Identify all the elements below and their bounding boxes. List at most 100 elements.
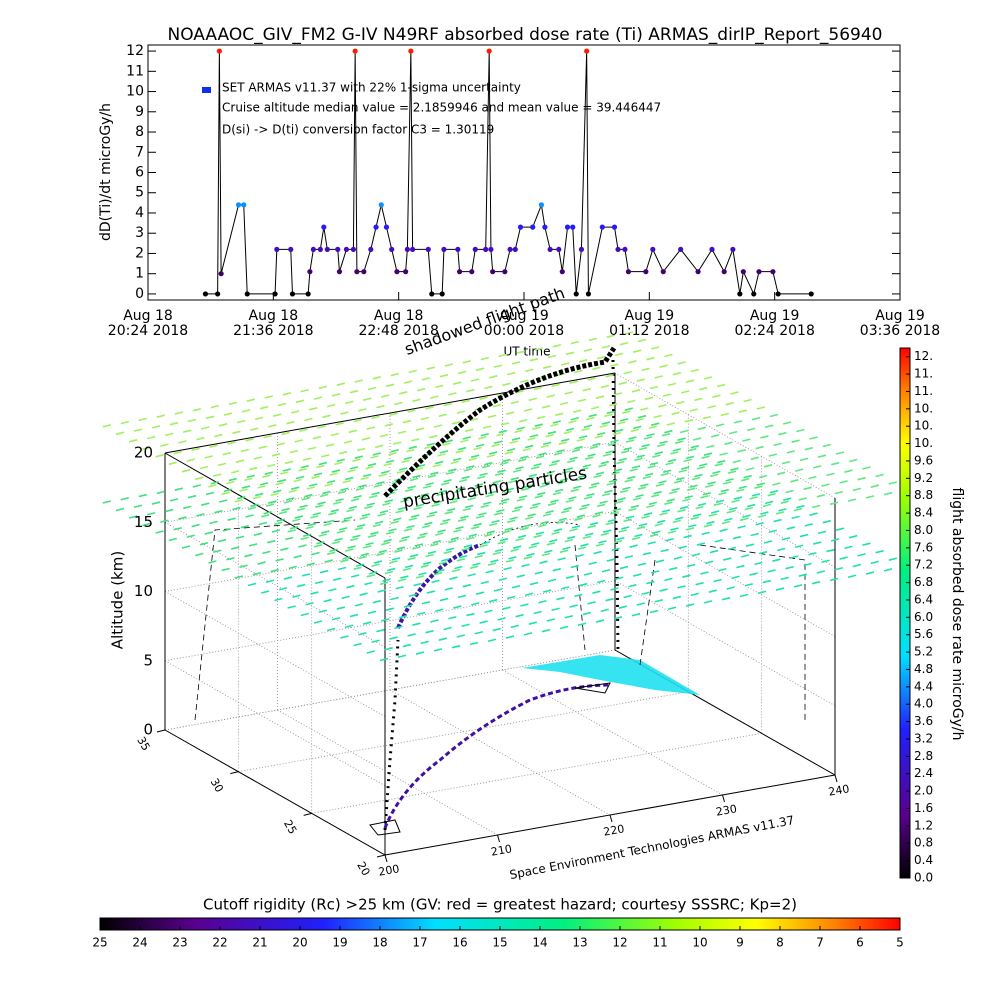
y-tick-label: 0: [135, 286, 144, 302]
colorbar-tick-label: 6.4: [914, 592, 933, 606]
particle-arrow: [389, 412, 398, 416]
particle-arrow: [586, 492, 595, 497]
particle-arrow: [835, 527, 845, 531]
particle-arrow: [414, 467, 423, 471]
particle-arrow: [247, 506, 257, 511]
particle-arrow: [353, 642, 362, 647]
particle-arrow: [420, 416, 429, 421]
particle-arrow: [703, 376, 713, 380]
particle-arrow: [852, 487, 861, 492]
particle-arrow: [601, 492, 611, 497]
y-tick-label: 9: [135, 104, 144, 120]
particle-arrow: [303, 457, 312, 461]
particle-arrow: [493, 440, 503, 445]
data-point: [439, 291, 445, 297]
x-tick-label: 200: [377, 862, 400, 878]
particle-arrow: [465, 504, 474, 509]
particle-arrow: [495, 548, 504, 553]
particle-arrow: [561, 509, 570, 514]
grid-line: [502, 669, 723, 796]
particle-arrow: [628, 583, 637, 588]
particle-arrow: [313, 620, 323, 624]
particle-arrow: [709, 473, 719, 478]
particle-arrow: [593, 474, 602, 479]
data-point: [469, 269, 475, 275]
y-tick-label: 5: [135, 185, 144, 201]
particle-arrow: [270, 568, 279, 573]
particle-arrow: [589, 445, 599, 450]
particle-arrow: [659, 512, 668, 516]
particle-arrow: [546, 470, 555, 475]
particle-arrow: [822, 519, 831, 524]
particle-arrow: [371, 415, 380, 420]
particle-arrow: [301, 573, 311, 577]
particle-arrow: [664, 353, 673, 358]
particle-arrow: [585, 456, 594, 460]
particle-arrow: [498, 577, 507, 582]
particle-arrow: [642, 551, 651, 556]
particle-arrow: [336, 458, 345, 463]
particle-arrow: [633, 497, 642, 501]
particle-arrow: [490, 559, 499, 563]
data-point: [556, 246, 562, 253]
particle-arrow: [375, 444, 384, 449]
particle-arrow: [711, 510, 720, 514]
particle-arrow: [444, 510, 453, 515]
particle-arrow: [615, 428, 624, 433]
particle-arrow: [240, 448, 249, 453]
particle-arrow: [769, 489, 779, 494]
particle-arrow: [672, 371, 681, 376]
particle-arrow: [487, 562, 497, 566]
y-tick-label: 11: [126, 63, 144, 79]
particle-arrow: [222, 451, 231, 456]
particle-arrow: [366, 502, 375, 507]
particle-arrow: [271, 529, 281, 533]
particle-arrow: [309, 483, 318, 487]
particle-arrow: [700, 571, 709, 575]
particle-arrow: [499, 537, 509, 542]
y-tick-label: 25: [281, 818, 299, 837]
particle-arrow: [252, 495, 261, 500]
particle-arrow: [600, 608, 609, 613]
particle-arrow: [481, 464, 491, 469]
colorbar-tick-label: 21: [252, 936, 267, 950]
particle-arrow: [384, 423, 393, 427]
particle-arrow: [619, 418, 629, 422]
particle-arrow: [790, 555, 799, 559]
particle-arrow: [718, 491, 727, 496]
particle-arrow: [821, 559, 830, 564]
particle-arrow: [441, 482, 450, 486]
annotation: D(si) -> D(ti) conversion factor C3 = 1.…: [222, 123, 494, 137]
particle-arrow: [274, 521, 283, 526]
particle-arrow: [628, 360, 637, 364]
particle-arrow: [195, 552, 204, 557]
particle-arrow: [588, 413, 597, 418]
particle-arrow: [663, 393, 672, 397]
particle-arrow: [468, 533, 477, 538]
particle-arrow: [631, 465, 641, 469]
particle-arrow: [621, 450, 630, 454]
particle-arrow: [627, 475, 636, 480]
particle-arrow: [718, 567, 727, 572]
particle-arrow: [563, 430, 572, 435]
particle-arrow: [472, 486, 481, 490]
data-point: [425, 246, 431, 253]
particle-arrow: [552, 420, 561, 424]
particle-arrow: [400, 499, 409, 503]
particle-arrow: [706, 444, 715, 449]
particle-arrow: [395, 509, 404, 514]
particle-arrow: [381, 618, 390, 622]
particle-arrow: [702, 415, 711, 420]
particle-arrow: [705, 560, 714, 565]
particle-arrow: [430, 395, 439, 399]
particle-arrow: [839, 480, 848, 484]
particle-arrow: [228, 477, 237, 482]
particle-arrow: [624, 331, 633, 335]
particle-arrow: [547, 578, 557, 583]
particle-arrow: [217, 462, 227, 467]
particle-arrow: [195, 476, 204, 481]
particle-arrow: [796, 428, 805, 433]
particle-arrow: [325, 519, 335, 524]
particle-arrow: [294, 439, 303, 443]
particle-arrow: [634, 533, 643, 538]
